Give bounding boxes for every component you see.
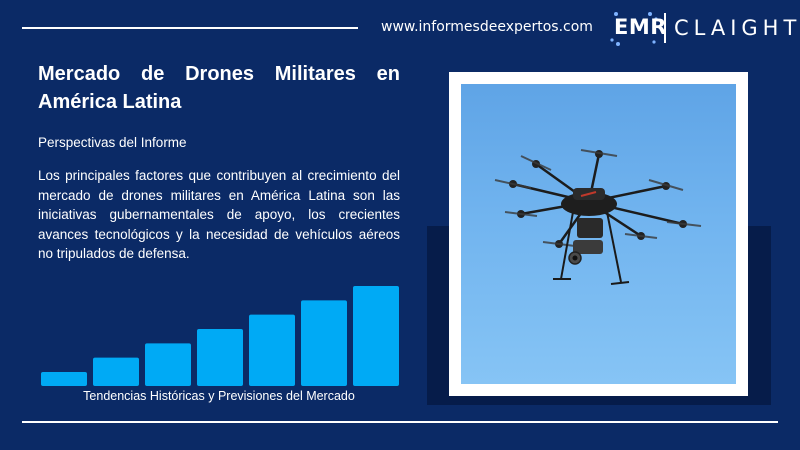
page-title: Mercado de Drones Militares en América L… xyxy=(38,63,400,113)
top-divider xyxy=(22,27,358,29)
bottom-divider xyxy=(22,421,778,423)
logo-dots-icon xyxy=(610,12,658,46)
logo-claight-text: CLAIGHT xyxy=(674,16,800,40)
description-paragraph: Los principales factores que contribuyen… xyxy=(38,168,400,261)
logo-divider xyxy=(664,13,666,43)
chart-caption: Tendencias Históricas y Previsiones del … xyxy=(83,389,355,403)
growth-bar-chart xyxy=(41,286,399,386)
chart-bar-4 xyxy=(197,329,243,386)
chart-bar-5 xyxy=(249,314,295,386)
chart-bar-6 xyxy=(301,300,347,386)
emr-claight-logo: EMR CLAIGHT xyxy=(610,10,796,46)
drone-icon xyxy=(494,149,702,285)
site-url-link[interactable]: www.informesdeexpertos.com xyxy=(381,19,593,35)
chart-bar-7 xyxy=(353,286,399,386)
section-subtitle: Perspectivas del Informe xyxy=(38,135,187,150)
chart-bar-1 xyxy=(41,372,87,386)
chart-bar-2 xyxy=(93,357,139,386)
drone-photo xyxy=(461,84,736,384)
chart-bar-3 xyxy=(145,343,191,386)
logo-emr-text: EMR xyxy=(614,15,667,39)
